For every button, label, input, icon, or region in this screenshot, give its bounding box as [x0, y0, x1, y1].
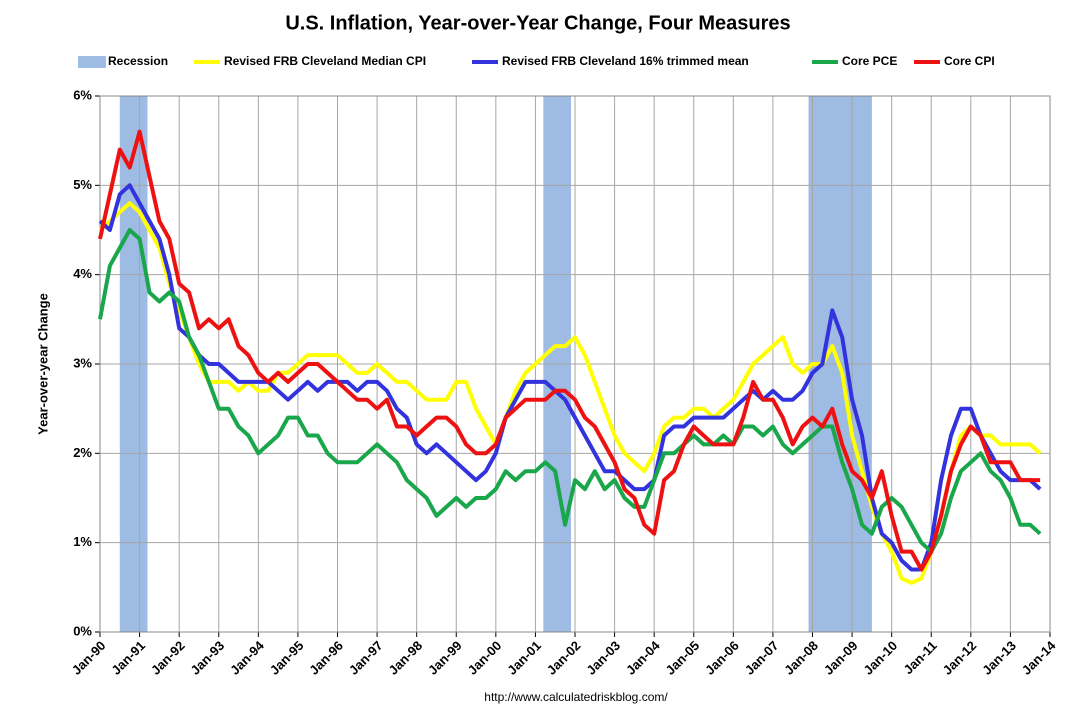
y-tick-label: 4%: [73, 266, 92, 281]
legend-label: Recession: [108, 54, 168, 68]
chart-title: U.S. Inflation, Year-over-Year Change, F…: [285, 12, 790, 34]
y-tick-label: 1%: [73, 534, 92, 549]
y-tick-label: 3%: [73, 355, 92, 370]
series-line: [98, 129, 1041, 572]
legend-label: Revised FRB Cleveland Median CPI: [224, 54, 426, 68]
source: http://www.calculatedriskblog.com/: [484, 690, 668, 704]
plot-frame: [99, 95, 1051, 633]
y-tick-label: 6%: [73, 87, 92, 102]
legend-label: Core PCE: [842, 54, 897, 68]
y-tick-label: 0%: [73, 623, 92, 638]
y-axis-label: Year-over-year Change: [35, 293, 50, 435]
legend-label: Core CPI: [944, 54, 995, 68]
series-line: [98, 228, 1042, 554]
y-tick-label: 5%: [73, 177, 92, 192]
y-tick-label: 2%: [73, 445, 92, 460]
series-line: [98, 183, 1042, 572]
legend-swatch: [78, 56, 106, 68]
legend-label: Revised FRB Cleveland 16% trimmed mean: [502, 54, 749, 68]
